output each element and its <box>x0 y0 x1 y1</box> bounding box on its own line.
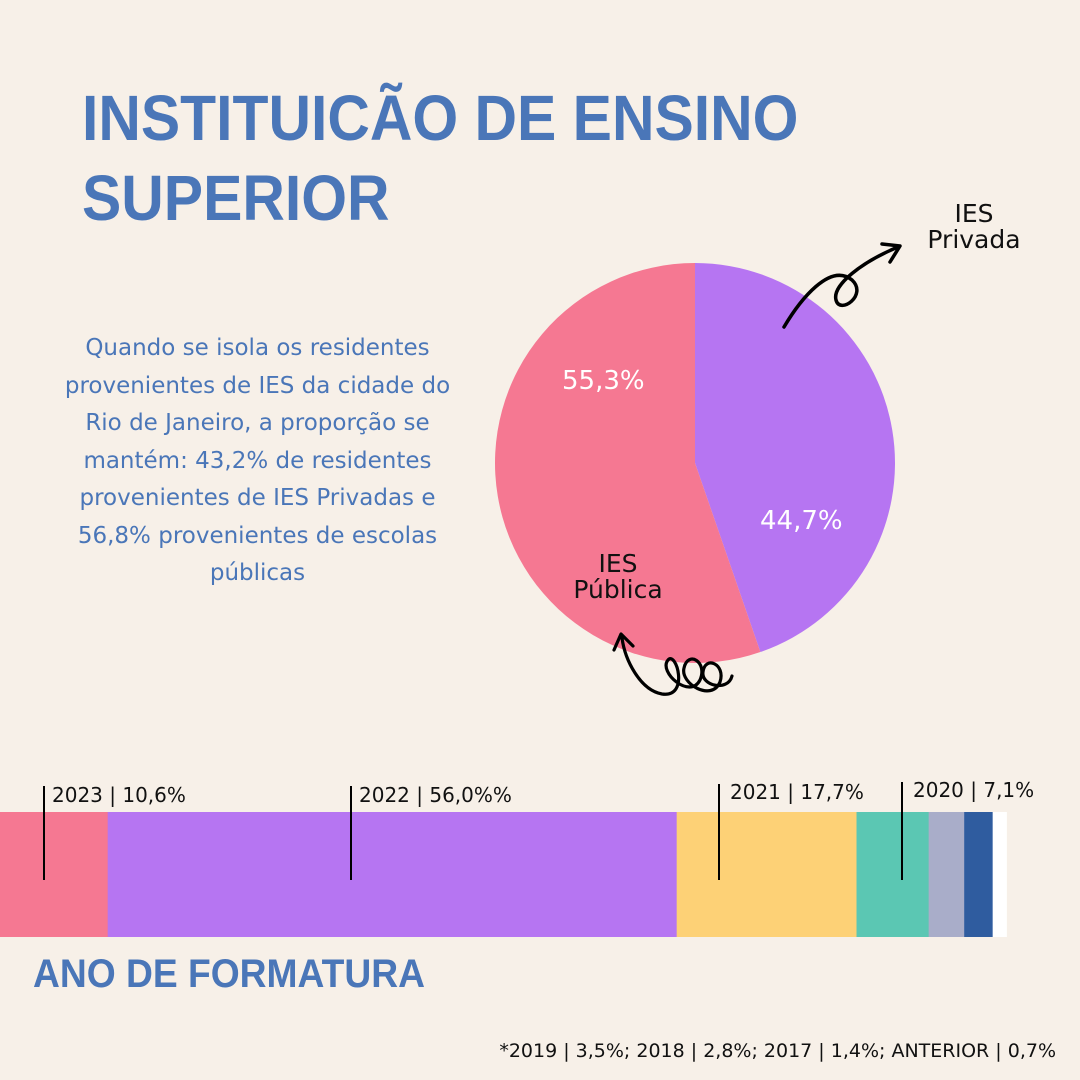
description-text: Quando se isola os residentes provenient… <box>64 335 451 586</box>
page-title: INSTITUICÃO DE ENSINO SUPERIOR <box>82 78 910 238</box>
bar-chart-title: ANO DE FORMATURA <box>33 952 425 996</box>
bar-segment-2018 <box>964 812 994 937</box>
privada-arrowhead-icon <box>880 242 902 264</box>
bar-segment-2021 <box>676 812 858 937</box>
footnote: *2019 | 3,5%; 2018 | 2,8%; 2017 | 1,4%; … <box>499 1040 1056 1062</box>
page-title-line1: INSTITUICÃO DE ENSINO <box>82 82 799 154</box>
pie-slice-ies-privada <box>695 263 896 653</box>
bar-segment-anterior <box>1006 812 1015 937</box>
bar-label-2022: 2022 | 56,0%% <box>359 783 512 807</box>
bar-segment-2023 <box>0 812 109 937</box>
publica-arrow-icon <box>620 636 734 696</box>
page-title-line2: SUPERIOR <box>82 162 390 234</box>
publica-arrowhead-icon <box>612 632 635 652</box>
annotation-ies-publica: IES Pública <box>560 551 676 603</box>
annotation-publica-line1: IES <box>598 549 638 578</box>
bar-label-2020: 2020 | 7,1% <box>913 778 1035 802</box>
bar-label-2021: 2021 | 17,7% <box>730 780 864 804</box>
annotation-publica-line2: Pública <box>573 575 663 604</box>
privada-arrow-icon <box>782 245 900 329</box>
bar-segment-2022 <box>107 812 678 937</box>
pie-value-publica: 55,3% <box>562 366 645 396</box>
annotation-ies-privada: IES Privada <box>916 201 1032 253</box>
bar-segment-2017 <box>992 812 1008 937</box>
pie-slice-ies-pblica <box>495 263 761 663</box>
annotation-privada-line2: Privada <box>927 225 1021 254</box>
bar-label-2023: 2023 | 10,6% <box>52 783 186 807</box>
bar-segment-2020 <box>856 812 930 937</box>
bar-segment-2019 <box>928 812 965 937</box>
pie-value-privada: 44,7% <box>760 506 843 536</box>
annotation-privada-line1: IES <box>954 199 994 228</box>
